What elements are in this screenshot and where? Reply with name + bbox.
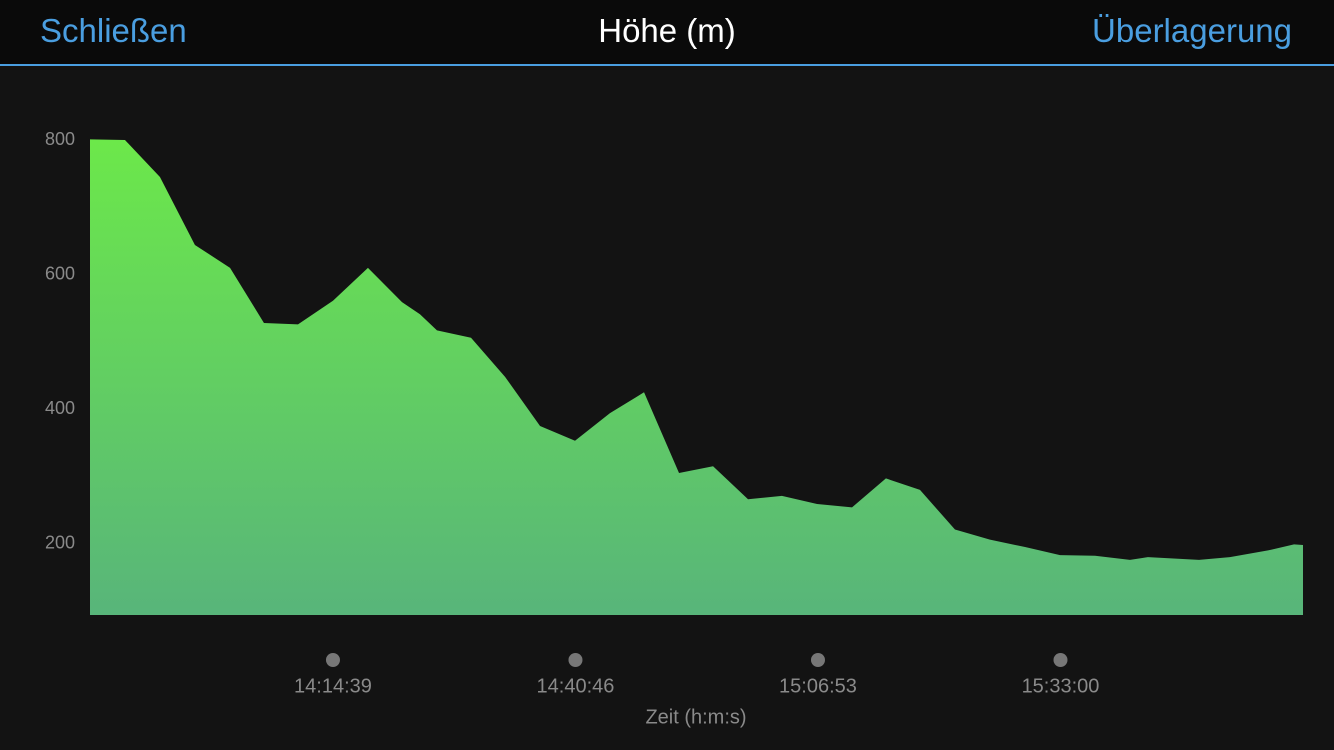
x-tick-dot [568,653,583,667]
y-tick-label: 600 [45,263,75,283]
nav-title: Höhe (m) [598,12,736,49]
x-tick-label: 15:06:53 [779,675,857,697]
x-tick-dot [810,653,825,667]
x-tick-label: 14:40:46 [537,675,615,697]
nav-bar: Höhe (m) Schließen Überlagerung [0,0,1334,66]
y-tick-label: 800 [45,129,75,149]
overlay-button[interactable]: Überlagerung [1092,12,1292,49]
y-tick-label: 200 [45,532,75,552]
y-tick-label: 400 [45,398,75,418]
x-tick-label: 15:33:00 [1022,675,1100,697]
x-tick-label: 14:14:39 [294,675,372,697]
x-tick-dot [325,653,340,667]
x-axis-title: Zeit (h:m:s) [645,706,746,728]
chart: Zeit (h:m:s) 200 400 600 800 14:14:39 14:40:4… [45,129,1303,728]
x-tick-dot [1053,653,1068,667]
close-button[interactable]: Schließen [40,12,187,49]
elevation-area [90,139,1303,615]
